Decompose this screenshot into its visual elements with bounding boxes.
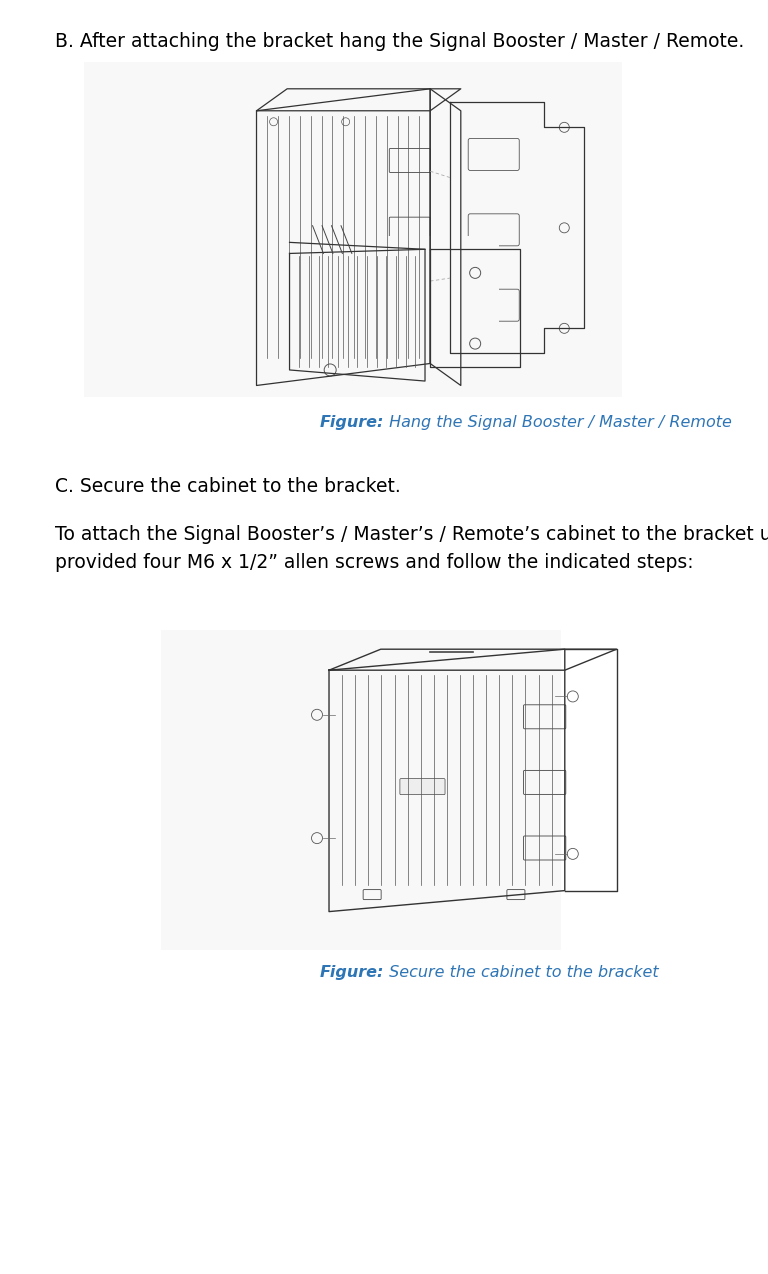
FancyBboxPatch shape [177,236,499,390]
FancyBboxPatch shape [84,62,622,397]
Text: Figure:: Figure: [319,964,384,980]
Text: C. Secure the cabinet to the bracket.: C. Secure the cabinet to the bracket. [55,476,401,496]
Text: Secure the cabinet to the bracket: Secure the cabinet to the bracket [384,964,659,980]
FancyBboxPatch shape [161,631,561,950]
Text: To attach the Signal Booster’s / Master’s / Remote’s cabinet to the bracket use : To attach the Signal Booster’s / Master’… [55,525,768,572]
FancyBboxPatch shape [400,778,445,795]
Text: B. After attaching the bracket hang the Signal Booster / Master / Remote.: B. After attaching the bracket hang the … [55,32,744,51]
Text: Figure:: Figure: [319,415,384,431]
Text: Hang the Signal Booster / Master / Remote: Hang the Signal Booster / Master / Remot… [384,415,732,431]
